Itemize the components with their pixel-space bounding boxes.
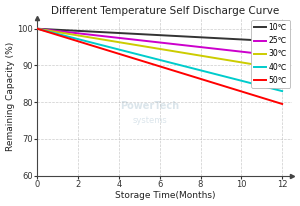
X-axis label: Storage Time(Months): Storage Time(Months) bbox=[115, 191, 215, 200]
Legend: 10℃, 25℃, 30℃, 40℃, 50℃: 10℃, 25℃, 30℃, 40℃, 50℃ bbox=[251, 20, 290, 88]
Title: Different Temperature Self Discharge Curve: Different Temperature Self Discharge Cur… bbox=[51, 6, 279, 16]
Text: PowerTech: PowerTech bbox=[120, 101, 179, 111]
Y-axis label: Remaining Capacity (%): Remaining Capacity (%) bbox=[6, 42, 15, 151]
Text: systems: systems bbox=[132, 116, 167, 125]
